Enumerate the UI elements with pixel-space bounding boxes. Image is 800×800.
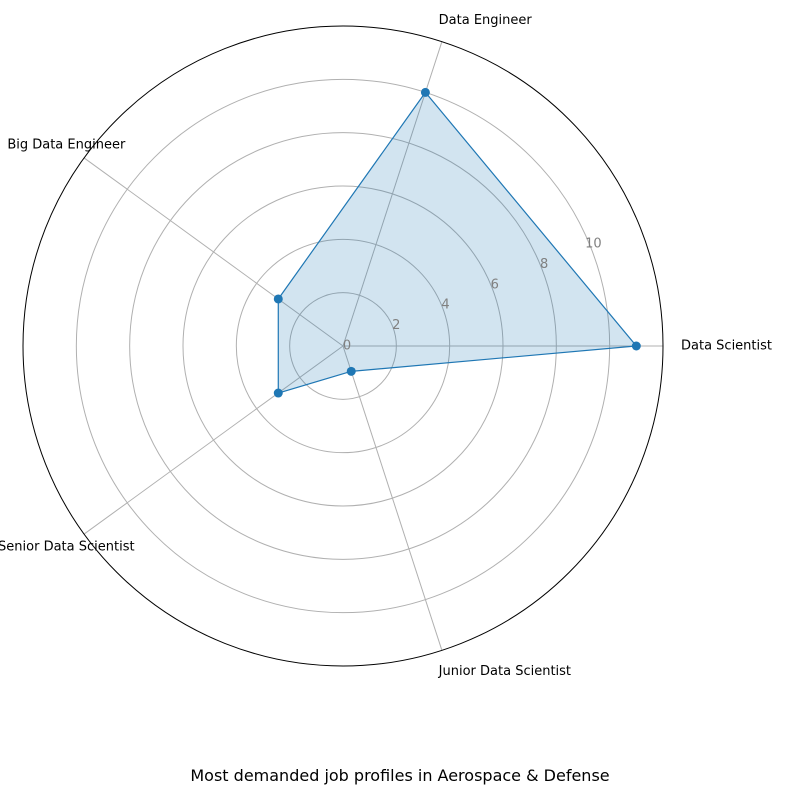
r-tick-label: 2 <box>392 318 400 333</box>
category-label: Data Scientist <box>681 339 772 354</box>
r-tick-label: 4 <box>441 298 449 313</box>
r-tick-label: 10 <box>585 236 602 251</box>
polar-frame <box>22 25 664 667</box>
r-tick-label: 6 <box>491 277 499 292</box>
series-area <box>278 92 637 394</box>
category-label: Data Engineer <box>439 13 533 28</box>
data-point <box>273 388 283 398</box>
grid <box>22 25 664 667</box>
data-point <box>346 366 356 376</box>
spoke-line <box>83 157 344 347</box>
label-layer: 0 2 4 6 8 10 Data Scientist Data Engineer Big Da… <box>0 13 772 679</box>
chart-title: Most demanded job profiles in Aerospace … <box>190 766 610 785</box>
data-point <box>420 87 430 97</box>
category-label: Senior Data Scientist <box>0 540 135 555</box>
r-tick-label: 8 <box>540 257 548 272</box>
data-point <box>273 294 283 304</box>
category-label: Big Data Engineer <box>7 137 126 152</box>
series-line <box>277 91 638 394</box>
r-tick-label: 0 <box>343 339 351 354</box>
series-layer <box>273 87 641 398</box>
spoke-line <box>83 345 344 535</box>
category-label: Junior Data Scientist <box>438 664 571 679</box>
data-point <box>631 341 641 351</box>
spoke-line <box>342 345 443 651</box>
